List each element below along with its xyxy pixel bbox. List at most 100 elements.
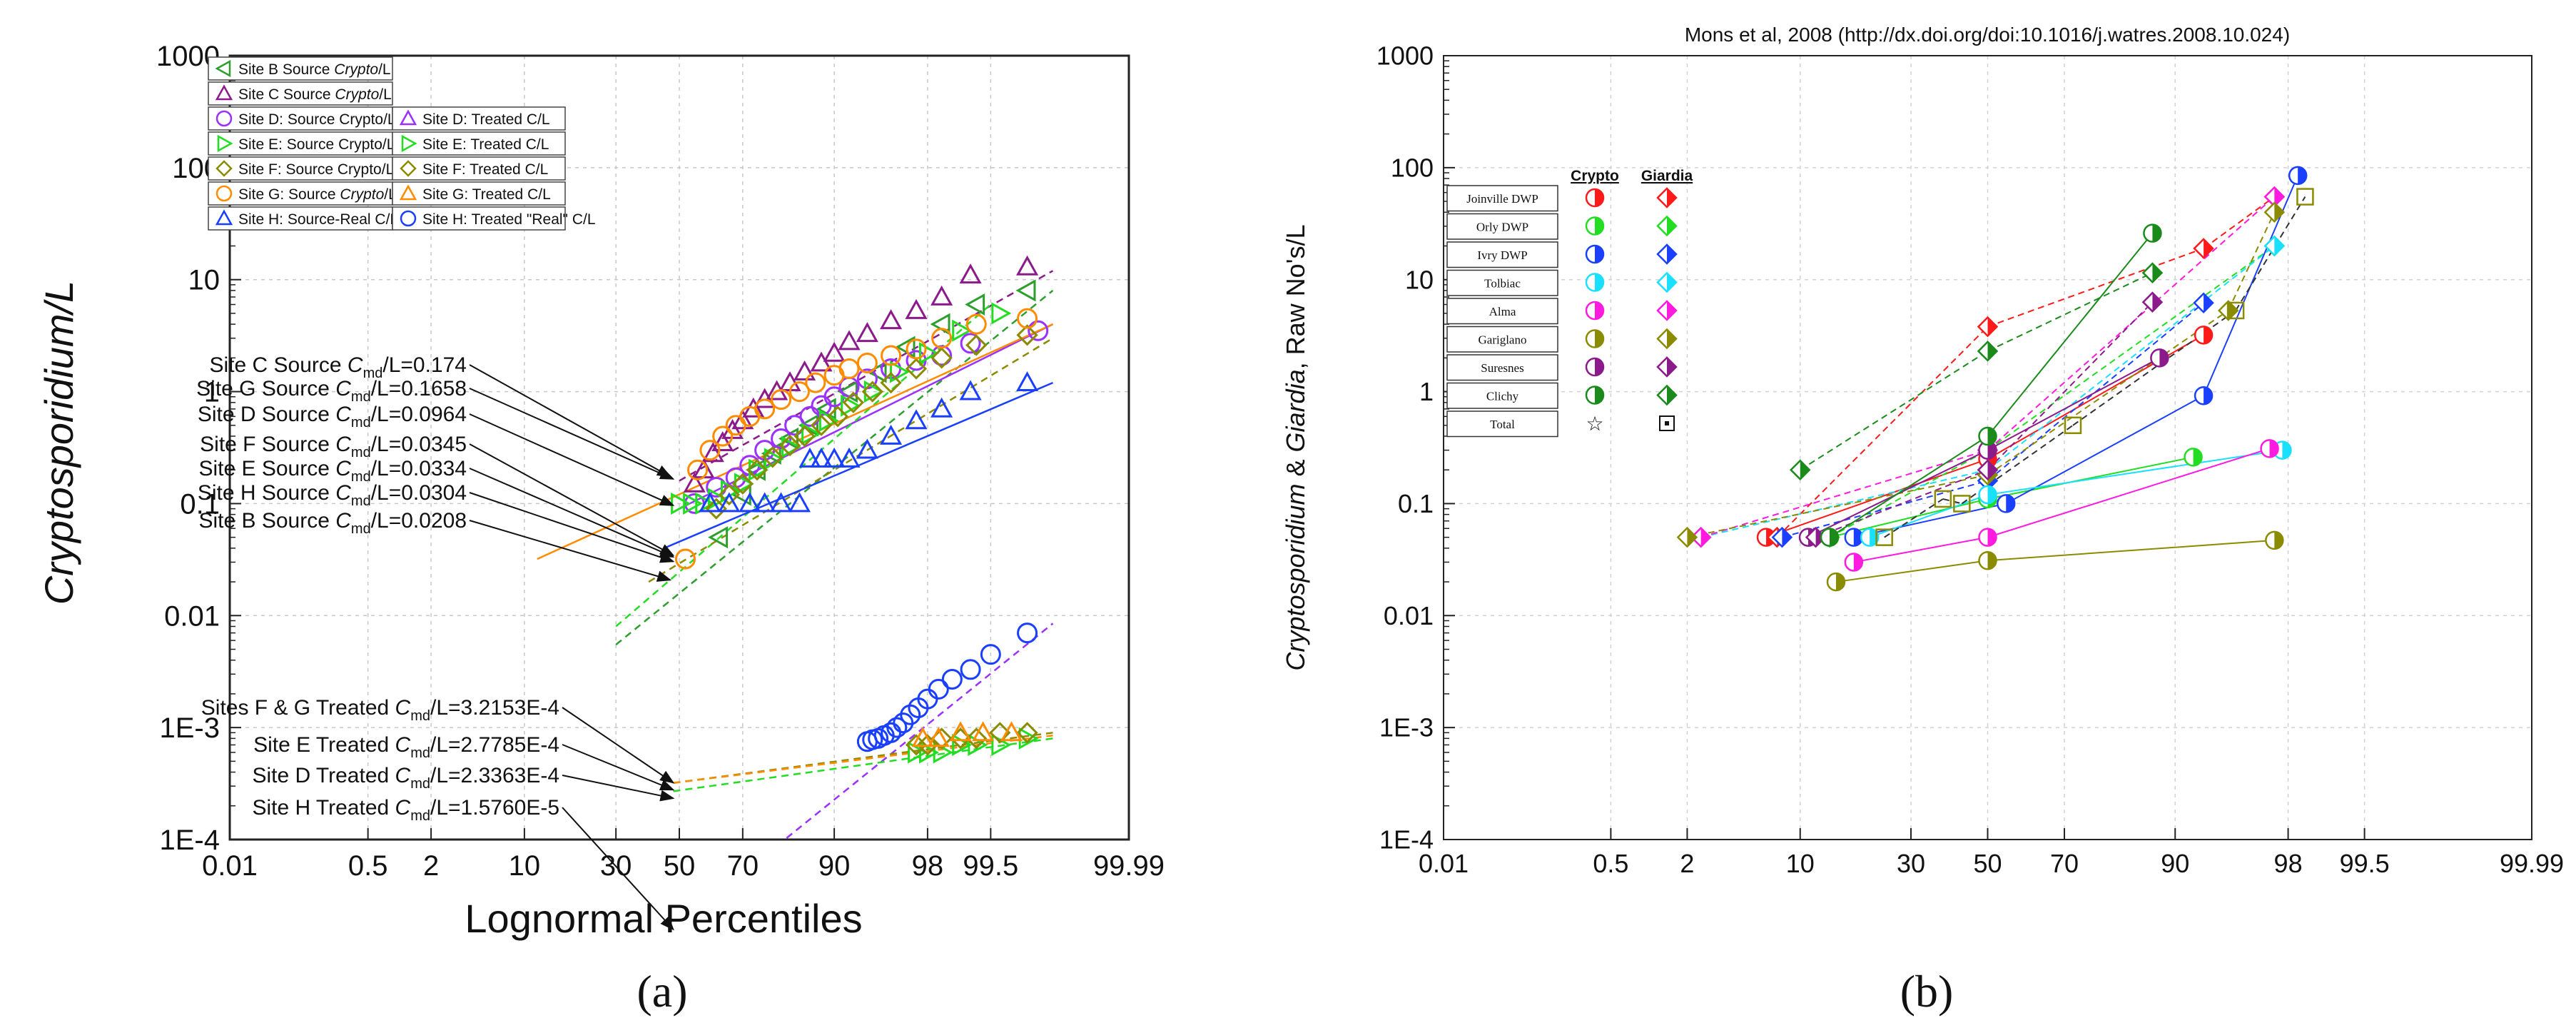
fit-line-site-c-source-fit <box>679 270 1054 482</box>
series-line-total-giardia <box>1884 498 1944 538</box>
annotation-site-d-treated-l-2-3363e-4: Site D Treated Cmd/L=2.3363E-4 <box>252 764 559 792</box>
point-site-h-source-real <box>788 492 811 513</box>
legend-marker-site-h-treated-real-c-l <box>400 210 417 227</box>
panel-b-x-tick-label: 2 <box>1680 849 1694 878</box>
legend-row-box <box>1446 213 1558 240</box>
point-site-c-source <box>905 298 928 319</box>
panel-b-x-tick-label: 99.5 <box>2340 849 2390 878</box>
point-site-c-source <box>838 330 861 351</box>
annotation-site-e-treated-l-2-7785e-4: Site E Treated Cmd/L=2.7785E-4 <box>253 733 559 761</box>
panel-a-y-tick-label: 1E-4 <box>160 825 220 856</box>
point-gariglano-giardia-fill <box>2228 301 2238 320</box>
point-ivry-dwp-giardia-fill <box>2204 293 2214 313</box>
panel-b-x-tick-label: 70 <box>2050 849 2079 878</box>
fit-line-site-b-source-fit <box>615 289 1054 645</box>
legend-row-box <box>1446 185 1558 212</box>
legend-crypto-marker-fill <box>1595 273 1603 291</box>
legend-crypto-marker-fill <box>1595 217 1603 235</box>
point-suresnes-crypto-fill <box>2159 349 2169 367</box>
annotation-site-d-source-l-0-0964: Site D Source Cmd/L=0.0964 <box>198 403 467 430</box>
legend-marker-site-h-source-real-c-l <box>215 209 233 226</box>
legend-box <box>208 56 393 81</box>
annotation-sites-f-g-treated-l-3-2153e-4: Sites F & G Treated Cmd/L=3.2153E-4 <box>201 696 559 724</box>
panel-a-x-tick-label: 99.99 <box>1093 850 1165 882</box>
point-site-f-source <box>826 405 849 428</box>
point-total-giardia <box>2226 301 2245 320</box>
legend-giardia-marker-fill <box>1667 386 1676 405</box>
legend-label: Site C Source Crypto/L <box>238 86 392 103</box>
legend-label: Site H: Source-Real C/L <box>238 211 398 228</box>
panel-b-y-tick-label: 0.1 <box>1398 489 1434 518</box>
legend-label: Site F: Source Crypto/L <box>238 161 394 178</box>
point-site-g-source <box>805 372 826 393</box>
point-site-g-treated <box>972 721 995 742</box>
series-line-joinville-dwp-giardia <box>1776 326 1989 538</box>
point-ivry-dwp-crypto-fill <box>1853 528 1862 546</box>
series-line-suresnes-giardia <box>1815 469 1988 538</box>
point-site-f-source <box>761 446 784 468</box>
point-site-e-source <box>952 319 973 342</box>
annotation-arrow <box>562 807 674 931</box>
series-line-alma-crypto <box>1987 448 2270 538</box>
point-ivry-dwp-crypto-fill <box>2006 495 2015 513</box>
panel-a-x-tick-label: 10 <box>509 850 541 882</box>
panel-a-x-tick-label: 70 <box>727 850 759 882</box>
point-joinville-dwp-crypto-fill <box>2204 326 2213 344</box>
series-line-ivry-dwp-crypto <box>1853 503 2007 538</box>
legend-crypto-marker-fill <box>1595 330 1603 348</box>
point-site-f-treated <box>1016 722 1038 744</box>
legend-crypto-marker-fill <box>1595 302 1603 319</box>
point-site-c-source <box>880 309 903 330</box>
point-site-d-source <box>706 477 727 498</box>
panel-b-x-tick-label: 0.5 <box>1593 849 1628 878</box>
legend-box <box>392 106 566 131</box>
point-total-giardia <box>1953 495 1971 513</box>
point-site-h-source-real <box>880 424 903 445</box>
point-site-h-source-real <box>856 438 878 459</box>
legend-marker-site-g-treated-c-l <box>399 184 417 201</box>
point-site-h-treated-real <box>893 712 914 734</box>
panel-a-y-tick-label: 0.1 <box>180 488 220 520</box>
legend-giardia-marker-fill <box>1667 245 1676 263</box>
point-suresnes-giardia-fill <box>2152 293 2162 312</box>
panel-b-x-tick-label: 50 <box>1973 849 2002 878</box>
panel-b-legend: Crypto Giardia Joinville DWP Orly DWP Ivry D… <box>1446 168 1693 438</box>
point-site-b-source <box>1015 279 1036 302</box>
legend-giardia-marker-fill <box>1667 216 1676 236</box>
point-gariglano-crypto-fill <box>2274 531 2283 549</box>
panel-a-x-tick-label: 99.5 <box>963 850 1018 882</box>
legend-marker-site-d-source-crypto-l <box>215 110 233 127</box>
point-site-g-source <box>712 425 734 447</box>
annotation-arrow <box>562 744 675 791</box>
legend-label: Site B Source Crypto/L <box>238 61 391 78</box>
point-site-h-source-real <box>770 492 793 513</box>
annotation-arrow <box>469 443 675 556</box>
annotation-site-b-source-l-0-0208: Site B Source Cmd/L=0.0208 <box>198 509 467 537</box>
point-site-f-source <box>905 358 928 380</box>
series-line-clichy-crypto <box>1829 435 1989 538</box>
legend-crypto-marker-fill <box>1595 246 1603 263</box>
point-site-b-source <box>895 336 916 358</box>
panel-b-chart: Mons et al, 2008 (http://dx.doi.org/doi:… <box>1281 24 2564 1017</box>
point-tolbiac-giardia-fill <box>2274 236 2284 256</box>
point-site-h-source-real <box>798 447 821 468</box>
point-site-g-source <box>856 353 878 374</box>
annotation-site-f-source-l-0-0345: Site F Source Cmd/L=0.0345 <box>200 433 467 460</box>
legend-total-crypto-star-icon: ☆ <box>1586 413 1603 435</box>
series-line-orly-dwp-giardia <box>1987 245 2275 451</box>
panel-a-x-tick-label: 0.01 <box>202 850 258 882</box>
point-site-h-treated-real <box>941 668 963 690</box>
point-site-f-source <box>861 381 883 403</box>
point-site-d-source <box>1028 320 1049 341</box>
point-alma-giardia-fill <box>1700 528 1710 547</box>
legend-box <box>208 206 393 231</box>
panel-a-caption: (a) <box>637 966 687 1017</box>
legend-giardia-marker-fill <box>1667 301 1676 320</box>
legend-label: Site D: Source Crypto/L <box>238 111 396 128</box>
legend-box <box>208 131 393 156</box>
panel-b-y-tick-label: 1 <box>1419 377 1434 406</box>
point-site-h-source-real <box>838 447 861 468</box>
point-site-f-source <box>718 483 740 506</box>
